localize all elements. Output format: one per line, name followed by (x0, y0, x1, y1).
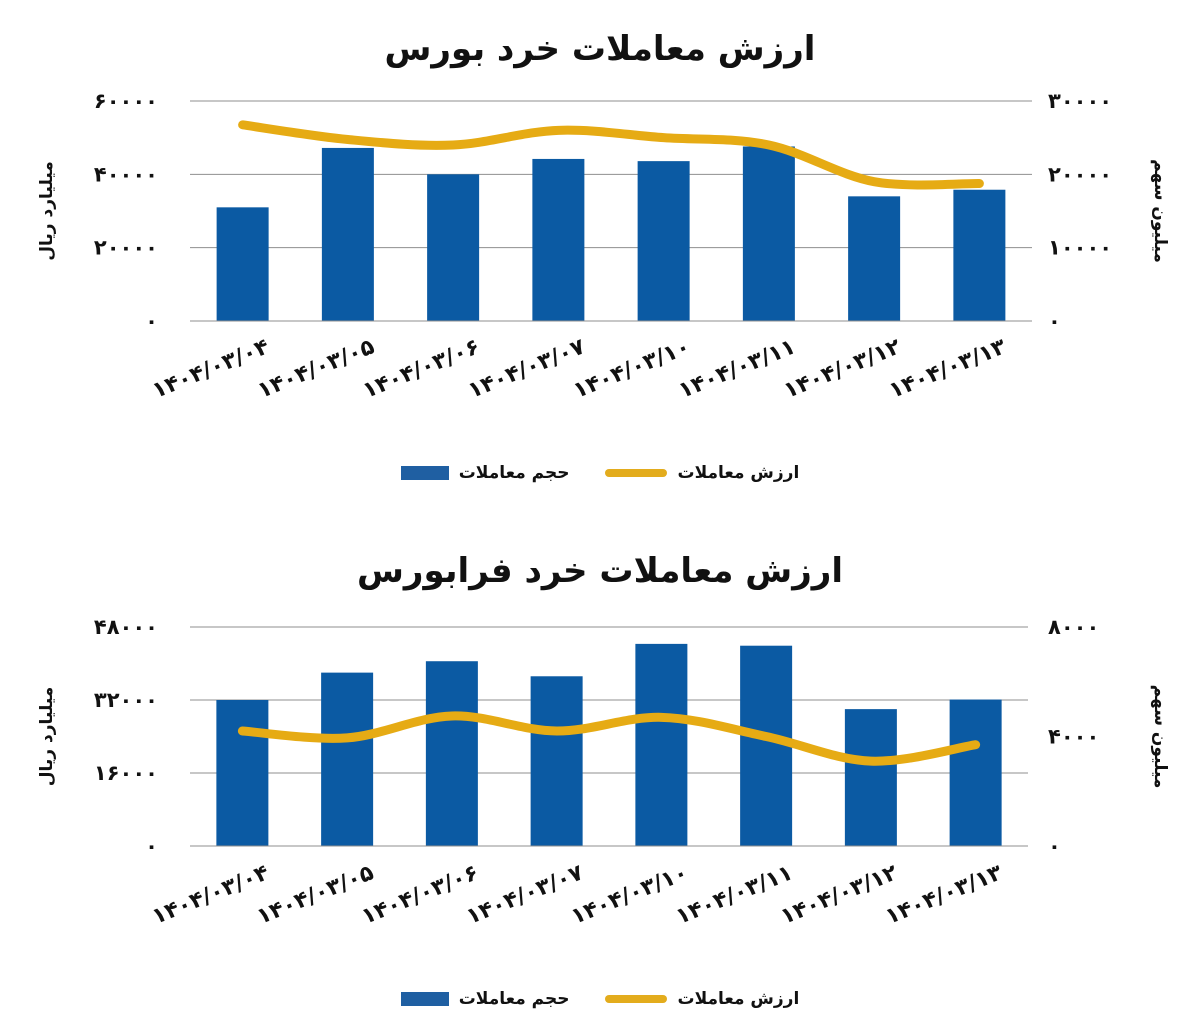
y-tick-right: ۸۰۰۰ (1048, 615, 1099, 639)
x-tick-label: ۱۴۰۴/۰۳/۰۵ (254, 334, 378, 403)
legend-item-value: ارزش معاملات (605, 463, 799, 483)
y-tick-right: ۳۰۰۰۰ (1048, 89, 1112, 113)
line-series (237, 711, 981, 766)
x-tick-label: ۱۴۰۴/۰۳/۰۶ (360, 334, 484, 403)
bar (530, 676, 583, 846)
bar (532, 158, 585, 321)
y-tick-left: ۰ (145, 309, 158, 333)
y-tick-left: ۰ (145, 834, 158, 858)
y-tick-left: ۴۸۰۰۰ (94, 615, 158, 639)
x-tick-label: ۱۴۰۴/۰۳/۱۲ (777, 860, 901, 930)
y-tick-left: ۳۲۰۰۰ (94, 688, 158, 712)
bar (848, 196, 901, 321)
y-tick-left: ۲۰۰۰۰ (94, 236, 158, 260)
bar (425, 661, 478, 846)
y-axis-title-right: میلیون سهم (1150, 159, 1170, 263)
legend-line-swatch (605, 995, 668, 1003)
y-tick-right: ۰ (1048, 834, 1061, 858)
bar (635, 643, 688, 846)
legend-bar-swatch (400, 466, 449, 480)
bar (427, 174, 480, 321)
x-tick-label: ۱۴۰۴/۰۳/۱۰ (568, 860, 692, 929)
y-tick-right: ۴۰۰۰ (1048, 725, 1099, 749)
x-tick-label: ۱۴۰۴/۰۳/۰۵ (254, 860, 378, 929)
y-axis-title-left: میلیارد ریال (37, 161, 57, 260)
x-tick-label: ۱۴۰۴/۰۳/۱۳ (886, 334, 1010, 404)
x-tick-label: ۱۴۰۴/۰۳/۱۳ (882, 860, 1006, 930)
bar (953, 189, 1006, 321)
legend-item-volume: حجم معاملات (400, 463, 570, 483)
bar (844, 709, 897, 846)
legend-item-volume: حجم معاملات (400, 989, 570, 1009)
legend-line-swatch (605, 469, 668, 477)
x-tick-label: ۱۴۰۴/۰۳/۱۱ (675, 334, 799, 403)
x-tick-label: ۱۴۰۴/۰۳/۰۴ (149, 334, 273, 403)
y-tick-right: ۰ (1048, 309, 1061, 333)
y-axis-title-left: میلیارد ریال (37, 687, 57, 786)
y-tick-left: ۶۰۰۰۰ (94, 89, 158, 113)
chart-farabourse-svg: ارزش معاملات خرد فرابورس ۰ ۱۶۰۰۰ ۳۲۰۰۰ ۴۸۰۰۰… (37, 551, 1170, 930)
legend-bar-swatch (400, 992, 449, 1006)
x-tick-label: ۱۴۰۴/۰۳/۱۱ (673, 860, 797, 929)
x-tick-label: ۱۴۰۴/۰۳/۱۲ (781, 334, 905, 404)
chart-bourse: ارزش معاملات خرد بورس ۰ ۲۰۰۰۰ ۴۰۰۰۰ ۶۰۰۰۰ ۰ ۱۰… (0, 0, 1200, 500)
x-tick-label: ۱۴۰۴/۰۳/۰۷ (465, 334, 589, 404)
legend-label-volume: حجم معاملات (458, 989, 570, 1009)
x-tick-label: ۱۴۰۴/۰۳/۰۴ (149, 860, 273, 929)
y-tick-right: ۲۰۰۰۰ (1048, 162, 1112, 186)
bar (321, 147, 374, 321)
legend-label-volume: حجم معاملات (458, 463, 570, 483)
chart-title: ارزش معاملات خرد بورس (385, 29, 816, 69)
y-axis-title-right: میلیون سهم (1150, 685, 1170, 789)
bar (216, 700, 269, 846)
x-tick-label: ۱۴۰۴/۰۳/۰۶ (358, 860, 482, 929)
chart-farabourse: ارزش معاملات خرد فرابورس ۰ ۱۶۰۰۰ ۳۲۰۰۰ ۴۸۰۰۰… (0, 525, 1200, 985)
y-tick-left: ۴۰۰۰۰ (94, 162, 158, 186)
legend-label-value: ارزش معاملات (677, 463, 800, 483)
bar (216, 207, 269, 321)
y-tick-right: ۱۰۰۰۰ (1048, 236, 1112, 260)
legend-bourse: ارزش معاملات حجم معاملات (0, 460, 1200, 486)
legend-label-value: ارزش معاملات (677, 989, 800, 1009)
bar (740, 645, 793, 846)
chart-bourse-svg: ارزش معاملات خرد بورس ۰ ۲۰۰۰۰ ۴۰۰۰۰ ۶۰۰۰۰ ۰ ۱۰… (37, 29, 1170, 404)
legend-item-value: ارزش معاملات (605, 989, 799, 1009)
bar (949, 699, 1002, 846)
bar (742, 146, 795, 321)
x-tick-label: ۱۴۰۴/۰۳/۱۰ (570, 334, 694, 403)
line-series (238, 120, 984, 190)
x-tick-label: ۱۴۰۴/۰۳/۰۷ (463, 860, 587, 930)
bar (321, 672, 374, 846)
chart-title: ارزش معاملات خرد فرابورس (357, 551, 843, 591)
legend-farabourse: ارزش معاملات حجم معاملات (0, 986, 1200, 1012)
y-tick-left: ۱۶۰۰۰ (94, 761, 158, 785)
bar (637, 161, 690, 321)
